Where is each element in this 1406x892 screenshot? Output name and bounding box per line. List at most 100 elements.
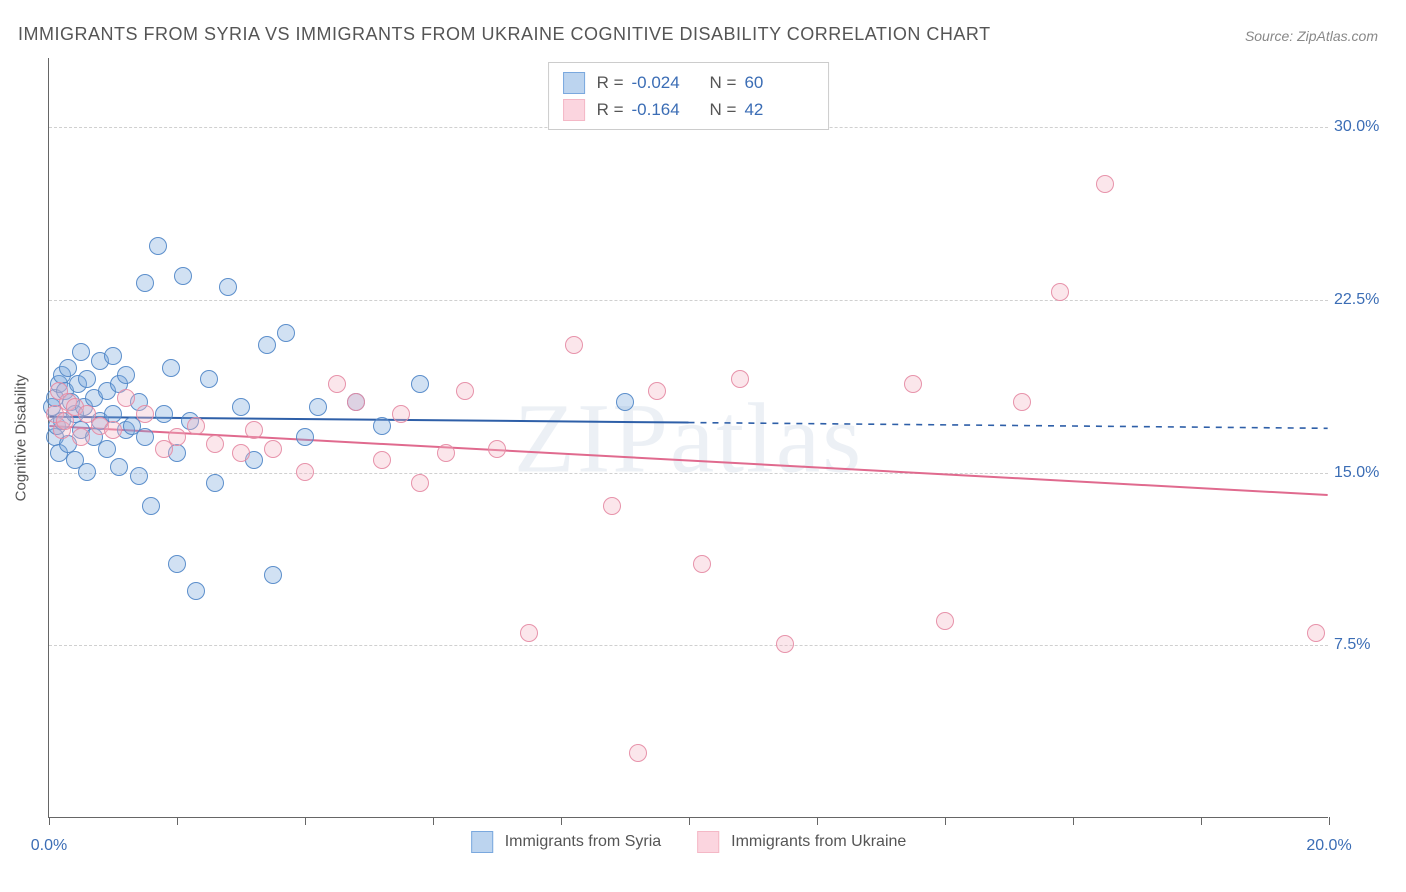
data-point <box>117 389 135 407</box>
data-point <box>373 417 391 435</box>
legend-r-value: -0.164 <box>632 96 702 123</box>
data-point <box>232 444 250 462</box>
legend-correlation-box: R =-0.024N =60R =-0.164N =42 <box>548 62 830 130</box>
legend-swatch <box>697 831 719 853</box>
data-point <box>277 324 295 342</box>
y-tick-label: 15.0% <box>1334 464 1394 482</box>
data-point <box>174 267 192 285</box>
data-point <box>104 347 122 365</box>
legend-series-item: Immigrants from Syria <box>471 831 661 853</box>
chart-title: IMMIGRANTS FROM SYRIA VS IMMIGRANTS FROM… <box>18 24 991 45</box>
legend-series-label: Immigrants from Ukraine <box>731 833 906 851</box>
data-point <box>776 635 794 653</box>
data-point <box>373 451 391 469</box>
legend-n-label: N = <box>710 96 737 123</box>
data-point <box>309 398 327 416</box>
data-point <box>117 366 135 384</box>
gridline <box>49 300 1328 301</box>
source-attribution: Source: ZipAtlas.com <box>1245 28 1378 44</box>
data-point <box>59 359 77 377</box>
data-point <box>219 278 237 296</box>
data-point <box>130 467 148 485</box>
data-point <box>411 375 429 393</box>
legend-r-value: -0.024 <box>632 69 702 96</box>
legend-series-item: Immigrants from Ukraine <box>697 831 906 853</box>
x-tick <box>1201 817 1202 825</box>
data-point <box>258 336 276 354</box>
gridline <box>49 645 1328 646</box>
data-point <box>78 463 96 481</box>
y-tick-label: 30.0% <box>1334 118 1394 136</box>
legend-series: Immigrants from Syria Immigrants from Ukr… <box>471 831 907 853</box>
x-tick <box>305 817 306 825</box>
data-point <box>693 555 711 573</box>
data-point <box>936 612 954 630</box>
data-point <box>187 582 205 600</box>
watermark: ZIPatlas <box>514 380 863 495</box>
legend-n-value: 60 <box>744 69 814 96</box>
data-point <box>904 375 922 393</box>
legend-swatch <box>471 831 493 853</box>
data-point <box>142 497 160 515</box>
x-tick <box>689 817 690 825</box>
legend-series-label: Immigrants from Syria <box>505 833 661 851</box>
data-point <box>72 428 90 446</box>
data-point <box>392 405 410 423</box>
plot-area: Cognitive Disability ZIPatlas 7.5%15.0%2… <box>48 58 1328 818</box>
data-point <box>629 744 647 762</box>
data-point <box>149 237 167 255</box>
data-point <box>110 458 128 476</box>
data-point <box>72 343 90 361</box>
data-point <box>264 566 282 584</box>
legend-r-label: R = <box>597 69 624 96</box>
data-point <box>136 428 154 446</box>
data-point <box>603 497 621 515</box>
data-point <box>456 382 474 400</box>
x-tick-label: 20.0% <box>1306 837 1351 855</box>
gridline <box>49 473 1328 474</box>
data-point <box>78 370 96 388</box>
x-tick <box>177 817 178 825</box>
data-point <box>200 370 218 388</box>
data-point <box>1307 624 1325 642</box>
y-tick-label: 22.5% <box>1334 291 1394 309</box>
data-point <box>565 336 583 354</box>
trend-line-dashed <box>689 423 1328 429</box>
y-tick-label: 7.5% <box>1334 636 1394 654</box>
x-tick <box>49 817 50 825</box>
legend-swatch <box>563 99 585 121</box>
data-point <box>155 405 173 423</box>
legend-swatch <box>563 72 585 94</box>
data-point <box>136 274 154 292</box>
legend-n-label: N = <box>710 69 737 96</box>
x-tick <box>817 817 818 825</box>
data-point <box>488 440 506 458</box>
data-point <box>206 474 224 492</box>
data-point <box>98 440 116 458</box>
trend-lines <box>49 58 1328 817</box>
data-point <box>1013 393 1031 411</box>
data-point <box>1051 283 1069 301</box>
legend-correlation-row: R = -0.024 N = 60 <box>563 69 815 96</box>
legend-r-label: R = <box>597 96 624 123</box>
data-point <box>296 428 314 446</box>
data-point <box>616 393 634 411</box>
data-point <box>245 421 263 439</box>
data-point <box>411 474 429 492</box>
x-tick <box>945 817 946 825</box>
data-point <box>296 463 314 481</box>
data-point <box>328 375 346 393</box>
data-point <box>232 398 250 416</box>
x-tick <box>1329 817 1330 825</box>
data-point <box>187 417 205 435</box>
data-point <box>264 440 282 458</box>
data-point <box>168 555 186 573</box>
data-point <box>206 435 224 453</box>
data-point <box>347 393 365 411</box>
y-axis-label: Cognitive Disability <box>13 374 30 501</box>
data-point <box>520 624 538 642</box>
x-tick <box>1073 817 1074 825</box>
data-point <box>731 370 749 388</box>
x-tick <box>433 817 434 825</box>
data-point <box>1096 175 1114 193</box>
